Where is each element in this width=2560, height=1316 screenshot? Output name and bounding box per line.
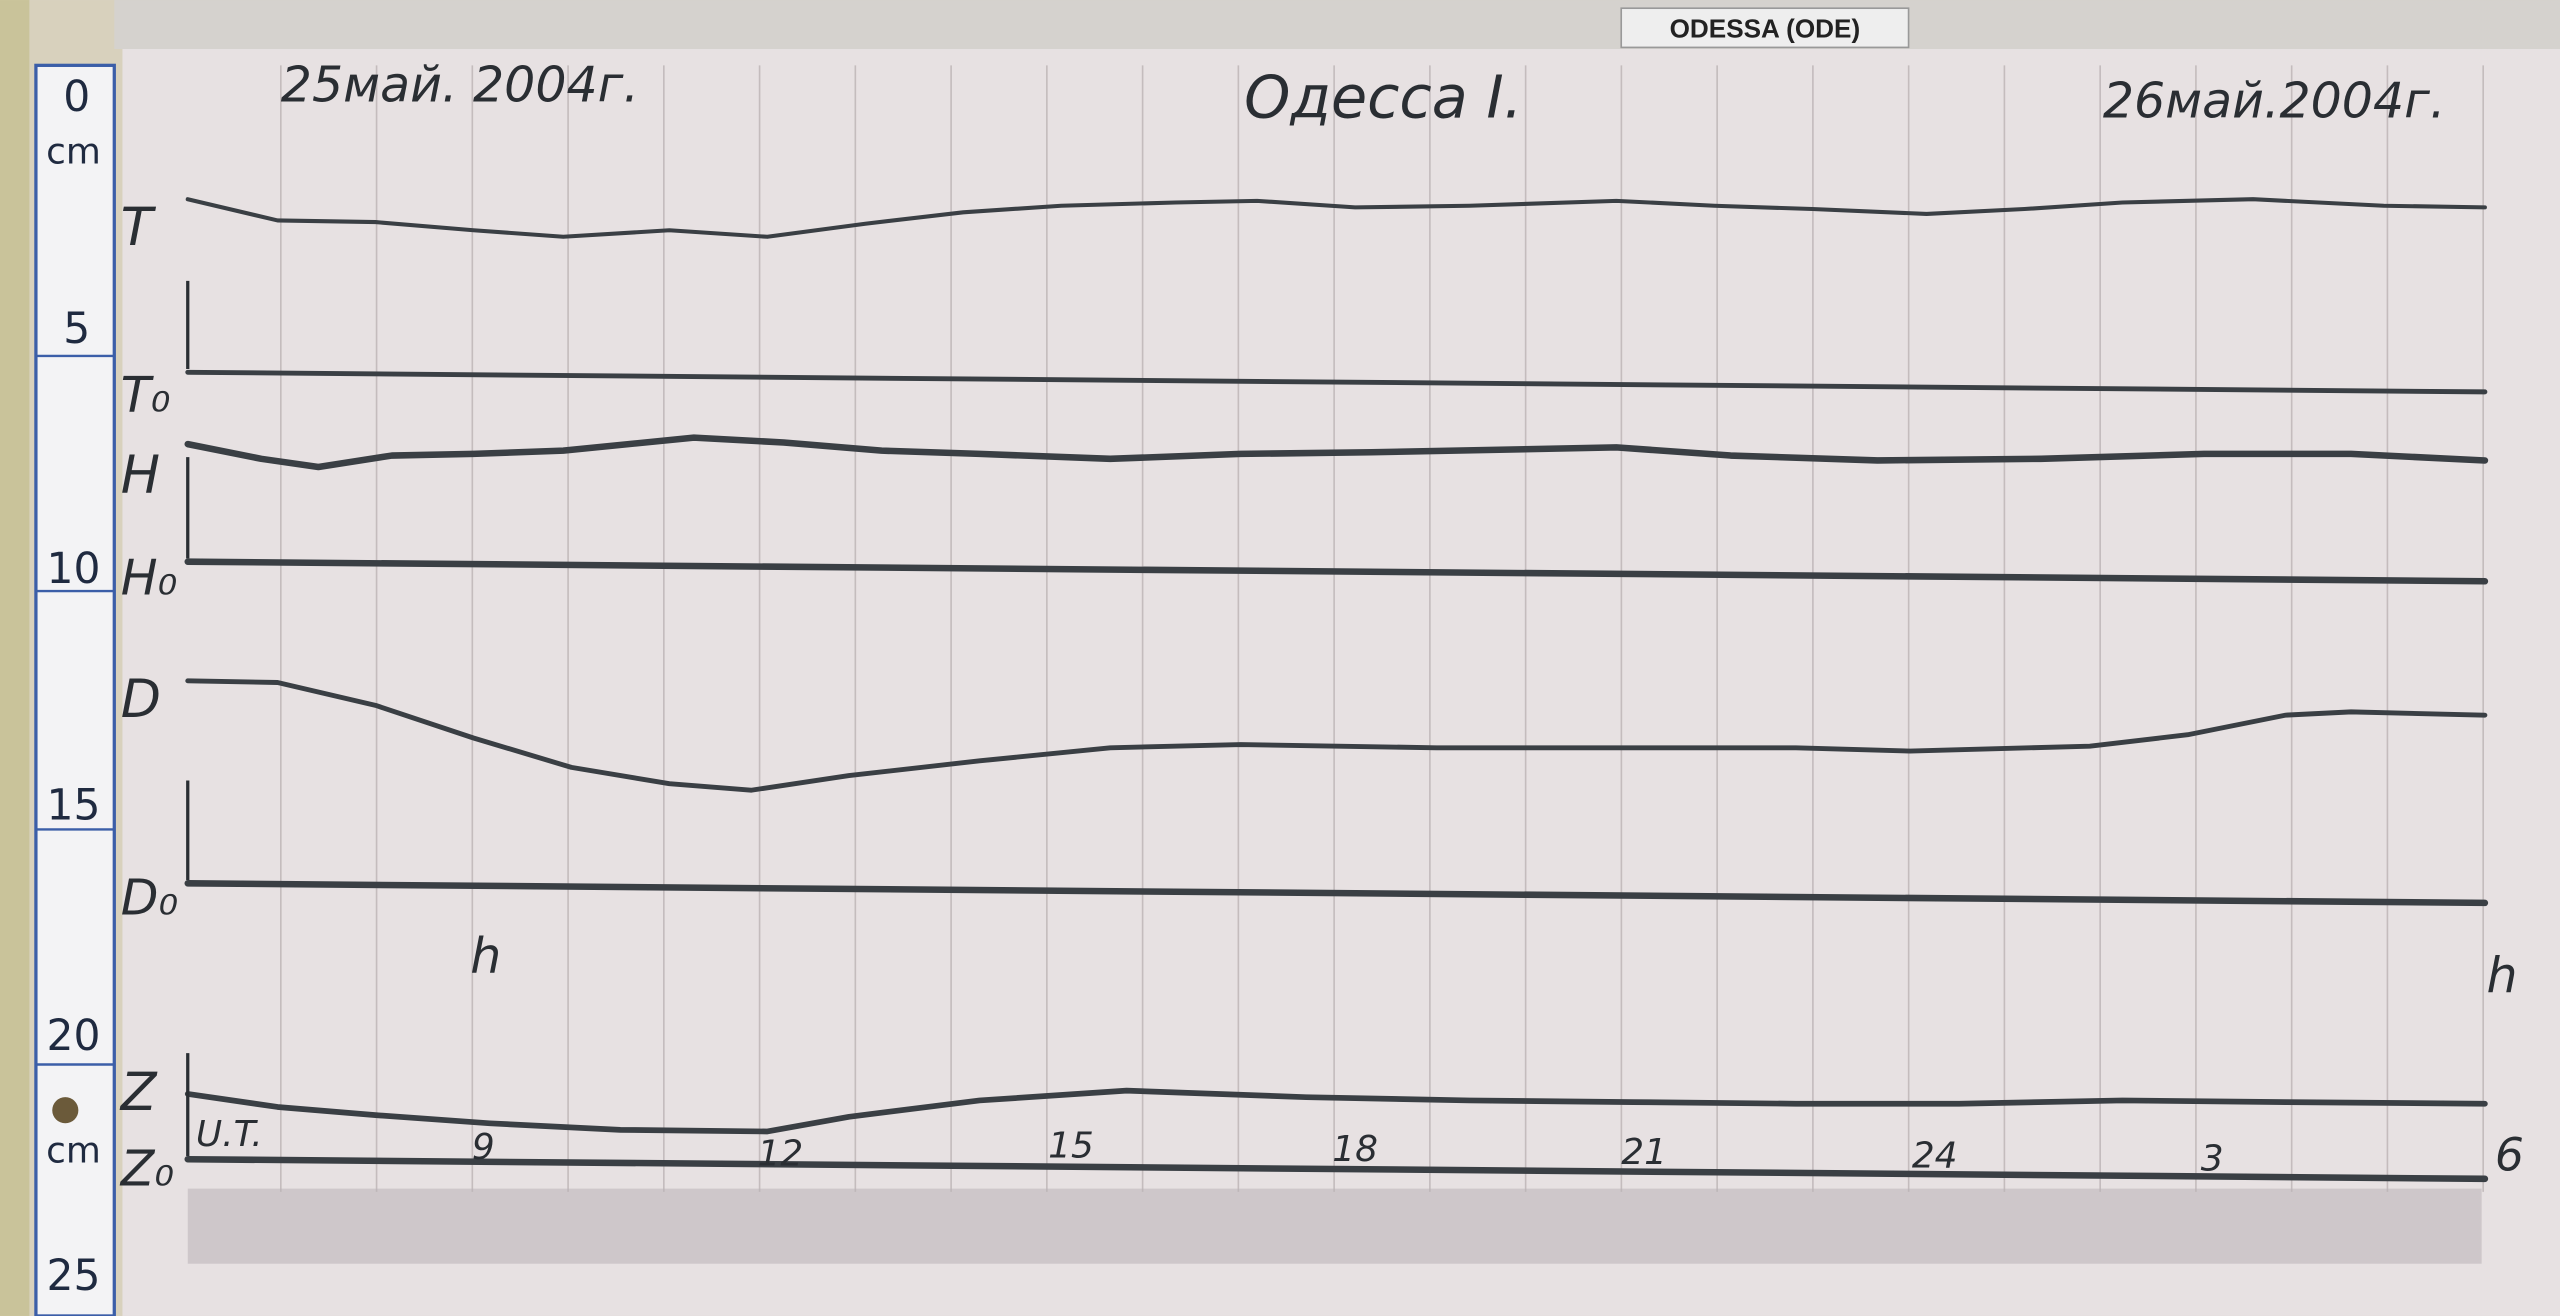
ruler-ticks (35, 354, 115, 1124)
hour-mark: h (470, 928, 501, 985)
ruler-label: 5 (63, 305, 90, 354)
ruler (34, 63, 116, 1316)
ruler-label: 15 (46, 782, 100, 831)
trace-t (185, 197, 2487, 239)
baseline-label: D₀ (121, 869, 178, 926)
time-tick: 21 (1621, 1132, 1667, 1173)
baseline-label: Z₀ (119, 1140, 174, 1197)
trace-label: D (121, 670, 161, 730)
trace-label: Z (119, 1063, 158, 1123)
baseline-label: H₀ (121, 549, 177, 606)
ruler-label: cm (46, 1130, 101, 1171)
date-end: 26май.2004г. (2103, 73, 2446, 130)
time-axis-label: U.T. (196, 1114, 263, 1155)
ruler-label: 20 (46, 1012, 100, 1061)
wall-edge (0, 0, 30, 1316)
grid (280, 65, 2484, 1192)
ruler-label: cm (46, 131, 101, 172)
time-tick: 15 (1048, 1126, 1094, 1167)
baseline-label: T₀ (121, 366, 171, 423)
trace-h (184, 434, 2489, 471)
time-tick: 9 (472, 1127, 495, 1168)
time-tick: 18 (1332, 1129, 1378, 1170)
baseline-t (185, 369, 2488, 395)
station-tag: ODESSA (ODE) (1670, 14, 1861, 44)
trace-d (185, 678, 2488, 793)
frame-top (114, 0, 2560, 50)
trace-label: T (121, 198, 157, 258)
trace-z (184, 1087, 2488, 1135)
station-name: Одесса I. (1244, 63, 1522, 132)
date-start: 25май. 2004г. (281, 56, 639, 113)
baseline-h (184, 558, 2489, 585)
trace-label: H (121, 446, 160, 506)
ruler-label: 10 (46, 545, 100, 594)
hour-mark: h (2487, 948, 2518, 1005)
time-tick: 3 (2201, 1139, 2224, 1180)
baseline-d (184, 880, 2489, 907)
baseline-z (184, 1155, 2489, 1183)
blurred-strip (187, 1188, 2482, 1264)
ruler-screw (52, 1097, 79, 1124)
ruler-label: 25 (46, 1252, 100, 1301)
ruler-label: 0 (63, 73, 90, 122)
time-tick: 12 (758, 1134, 804, 1175)
time-tick: 24 (1912, 1135, 1958, 1176)
station-tag-box (1620, 7, 1910, 49)
paper (122, 49, 2560, 1316)
time-tick: 6 (2495, 1129, 2524, 1182)
